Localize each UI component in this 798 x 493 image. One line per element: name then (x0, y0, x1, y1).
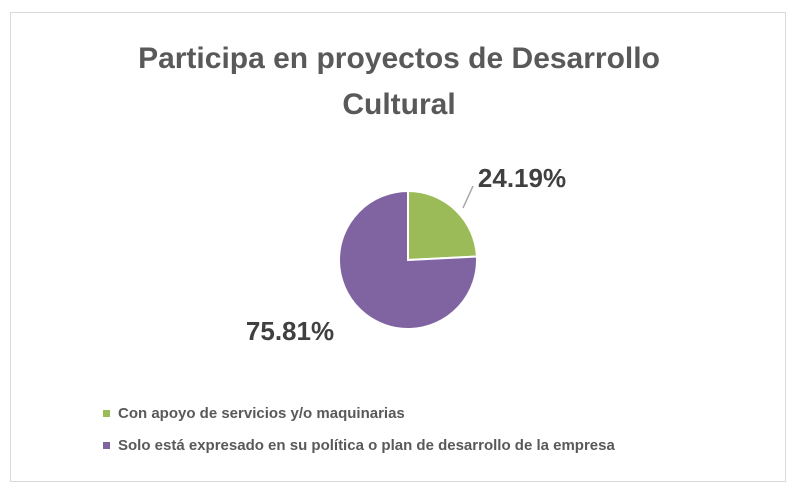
chart-title-line-2: Cultural (342, 88, 456, 121)
legend-label-apoyo: Con apoyo de servicios y/o maquinarias (118, 404, 405, 422)
legend-label-politica: Solo está expresado en su política o pla… (118, 436, 615, 454)
chart-title: Participa en proyectos de Desarrollo Cul… (0, 36, 798, 128)
legend-item-apoyo: Con apoyo de servicios y/o maquinarias (103, 400, 615, 426)
legend-item-politica: Solo está expresado en su política o pla… (103, 432, 615, 458)
data-label-apoyo: 24.19% (478, 163, 566, 193)
legend: Con apoyo de servicios y/o maquinarias S… (103, 400, 615, 464)
legend-swatch-apoyo (103, 409, 110, 417)
data-label-politica: 75.81% (246, 316, 334, 346)
leader-line-apoyo (462, 185, 474, 209)
chart-title-line-1: Participa en proyectos de Desarrollo (138, 42, 660, 75)
pie-slice-apoyo (407, 189, 478, 262)
legend-swatch-politica (103, 441, 110, 449)
pie-slice-politica (338, 189, 478, 330)
